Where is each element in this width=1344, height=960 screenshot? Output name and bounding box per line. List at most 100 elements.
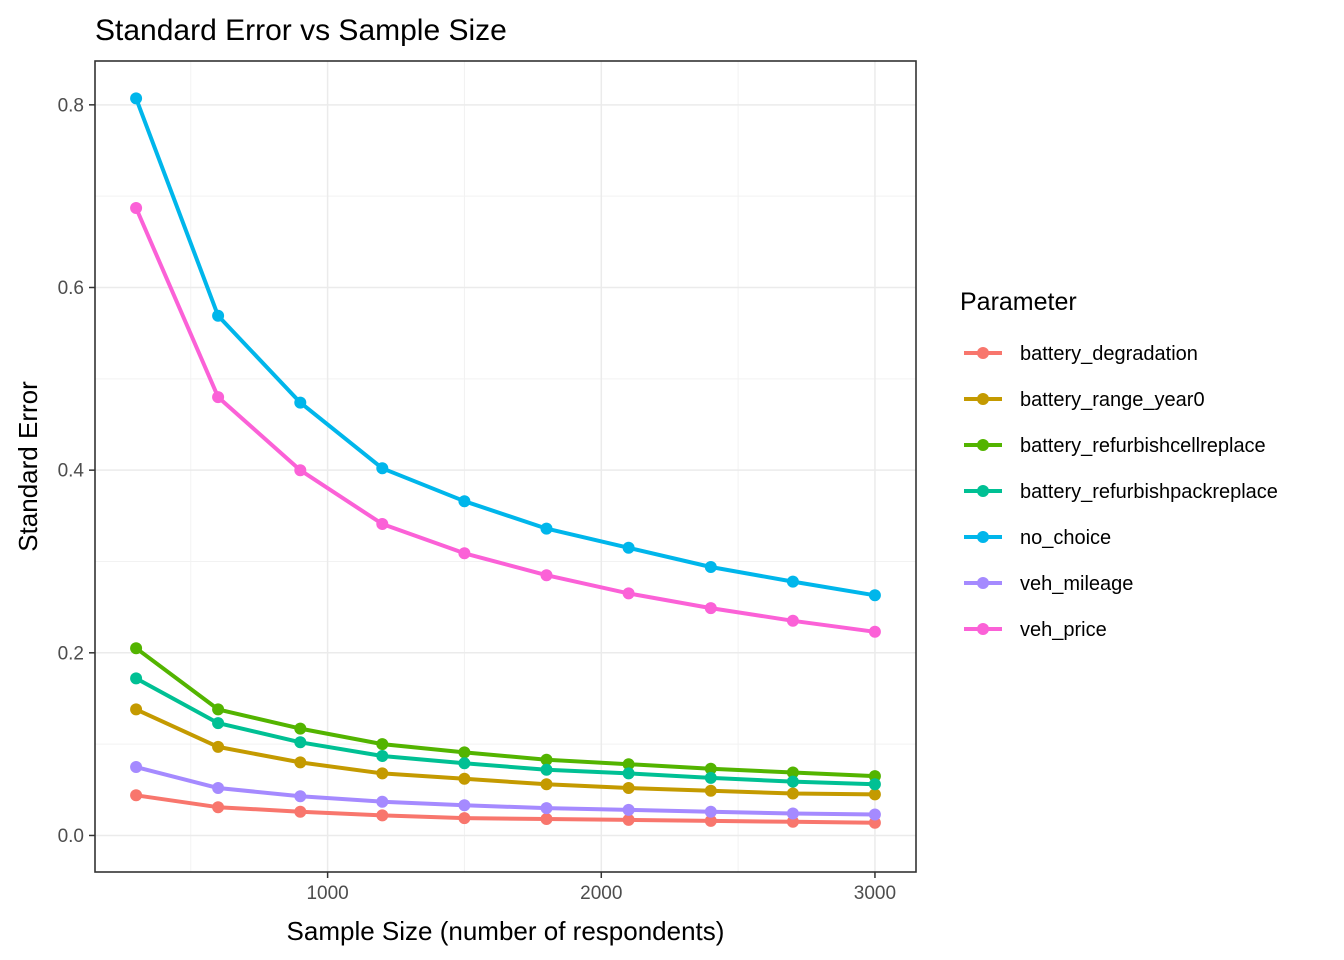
legend-key-point [977,347,989,359]
legend-key-point [977,577,989,589]
major-gridlines [95,61,916,872]
legend-item-veh_mileage: veh_mileage [964,573,1133,595]
data-point-battery_degradation [622,813,635,826]
data-point-veh_mileage [212,782,225,794]
data-point-battery_refurbishcellreplace [294,722,307,735]
x-tick-label: 1000 [306,883,348,904]
data-point-battery_degradation [786,815,799,828]
data-point-no_choice [704,561,717,573]
series-line-battery_range_year0 [134,707,877,797]
data-point-battery_refurbishpackreplace [540,763,553,776]
minor-gridlines [95,61,916,872]
data-point-battery_degradation [540,813,553,825]
data-point-battery_range_year0 [294,756,307,769]
x-axis: 1000 2000 3000 [306,872,896,904]
data-point-no_choice [376,462,389,475]
data-point-veh_mileage [704,805,717,818]
data-point-veh_price [786,614,799,627]
data-point-veh_mileage [458,799,471,812]
data-point-veh_mileage [622,803,635,816]
legend-title: Parameter [960,288,1077,316]
data-point-battery_refurbishpackreplace [868,778,881,791]
series-line-battery_refurbishcellreplace [134,646,877,779]
data-point-battery_range_year0 [622,782,635,794]
legend-label: battery_refurbishpackreplace [1020,481,1278,503]
plot-panel [94,60,917,873]
data-point-battery_range_year0 [540,778,553,791]
data-point-battery_refurbishpackreplace [212,717,225,730]
data-point-battery_degradation [130,789,143,802]
legend-label: veh_mileage [1020,573,1133,595]
data-point-veh_mileage [130,761,143,773]
x-tick-label: 2000 [580,883,622,904]
data-point-veh_price [130,202,143,214]
legend-item-no_choice: no_choice [964,527,1111,549]
y-tick-label: 0.8 [58,95,84,116]
y-tick-label: 0.6 [58,278,84,299]
series-line-battery_degradation [134,793,877,825]
data-point-battery_degradation [458,812,471,825]
data-point-battery_degradation [868,816,881,829]
data-point-veh_mileage [540,802,553,815]
data-point-no_choice [212,309,225,322]
data-point-battery_refurbishcellreplace [376,738,389,751]
data-point-no_choice [540,522,553,535]
data-point-battery_refurbishpackreplace [458,757,471,770]
data-point-battery_refurbishpackreplace [786,775,799,788]
legend: Parameter battery_degradation battery_ran… [960,288,1278,641]
legend-key-point [977,393,989,405]
data-point-battery_refurbishpackreplace [130,672,143,685]
chart-title: Standard Error vs Sample Size [95,14,507,47]
data-point-battery_refurbishcellreplace [786,766,799,779]
data-point-veh_mileage [376,795,389,808]
data-point-battery_refurbishpackreplace [376,750,389,762]
legend-key-point [977,439,989,451]
data-point-battery_degradation [294,805,307,818]
y-axis-title: Standard Error [13,381,43,552]
data-point-veh_price [622,587,635,600]
series-line-no_choice [134,96,877,598]
data-point-battery_refurbishpackreplace [294,736,307,749]
data-point-no_choice [458,495,471,508]
data-point-veh_price [458,547,471,560]
x-tick-label: 3000 [854,883,896,904]
legend-label: battery_refurbishcellreplace [1020,435,1266,457]
legend-key-point [977,623,989,635]
data-point-no_choice [130,92,143,105]
data-point-battery_range_year0 [704,784,717,797]
data-point-veh_price [540,569,553,582]
data-point-no_choice [622,541,635,554]
legend-label: battery_degradation [1020,343,1198,365]
legend-key-point [977,485,989,497]
data-point-veh_price [868,625,881,638]
legend-item-veh_price: veh_price [964,619,1107,641]
data-point-battery_refurbishcellreplace [130,642,143,655]
data-point-veh_mileage [868,808,881,821]
legend-item-battery_degradation: battery_degradation [964,343,1198,365]
legend-key-point [977,531,989,543]
panel-border [94,60,917,873]
data-point-battery_refurbishcellreplace [704,762,717,775]
data-point-battery_refurbishcellreplace [622,758,635,771]
y-tick-label: 0.4 [58,461,85,482]
data-point-battery_range_year0 [212,740,225,753]
data-point-battery_degradation [212,801,225,814]
legend-item-battery_range_year0: battery_range_year0 [964,389,1205,411]
legend-label: battery_range_year0 [1020,389,1205,411]
data-point-veh_price [294,464,307,477]
legend-item-battery_refurbishpackreplace: battery_refurbishpackreplace [964,481,1278,503]
series-lines [134,96,877,825]
data-point-battery_range_year0 [130,703,143,716]
data-point-veh_price [704,602,717,615]
data-point-battery_degradation [704,814,717,827]
data-point-battery_refurbishcellreplace [212,703,225,716]
y-tick-label: 0.0 [58,826,84,847]
legend-label: no_choice [1020,527,1111,549]
data-point-veh_price [376,518,389,530]
data-point-battery_range_year0 [786,787,799,800]
y-axis: 0.0 0.2 0.4 0.6 0.8 [58,95,95,847]
data-point-battery_refurbishcellreplace [540,753,553,766]
data-point-battery_refurbishcellreplace [868,770,881,783]
x-axis-title: Sample Size (number of respondents) [287,916,725,946]
